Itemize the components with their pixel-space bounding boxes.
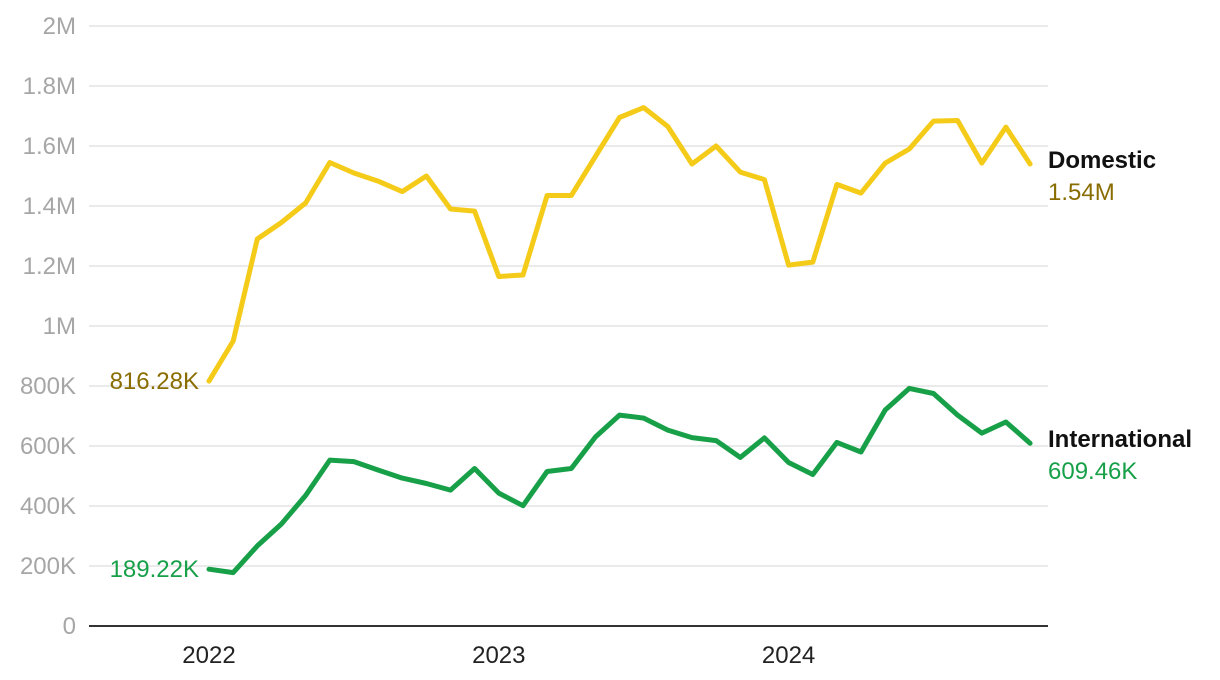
y-tick-label: 600K	[20, 433, 76, 460]
y-tick-label: 400K	[20, 493, 76, 520]
x-axis-ticks: 2022 2023 2024	[182, 642, 815, 669]
y-tick-label: 1.2M	[23, 253, 76, 280]
y-tick-label: 1.6M	[23, 133, 76, 160]
international-end-value: 609.46K	[1048, 458, 1137, 485]
x-tick-label: 2023	[472, 642, 525, 669]
domestic-line	[206, 105, 1033, 384]
x-tick-label: 2024	[762, 642, 815, 669]
international-line	[206, 385, 1033, 576]
grid-lines	[89, 25, 1048, 567]
international-start-value: 189.22K	[110, 556, 199, 583]
domestic-series-name: Domestic	[1048, 147, 1156, 174]
y-axis-ticks: 0 200K 400K 600K 800K 1M 1.2M 1.4M 1.6M 1.8M 2M	[20, 13, 76, 640]
y-tick-label: 2M	[43, 13, 76, 40]
y-tick-label: 1.8M	[23, 73, 76, 100]
y-tick-label: 800K	[20, 373, 76, 400]
series-labels: 816.28K Domestic 1.54M 189.22K International…	[110, 147, 1192, 583]
y-tick-label: 200K	[20, 553, 76, 580]
y-tick-label: 0	[63, 613, 76, 640]
y-tick-label: 1.4M	[23, 193, 76, 220]
domestic-end-value: 1.54M	[1048, 179, 1115, 206]
y-tick-label: 1M	[43, 313, 76, 340]
international-series-name: International	[1048, 426, 1192, 453]
series-lines	[206, 105, 1033, 576]
x-tick-label: 2022	[182, 642, 235, 669]
domestic-start-value: 816.28K	[110, 368, 199, 395]
